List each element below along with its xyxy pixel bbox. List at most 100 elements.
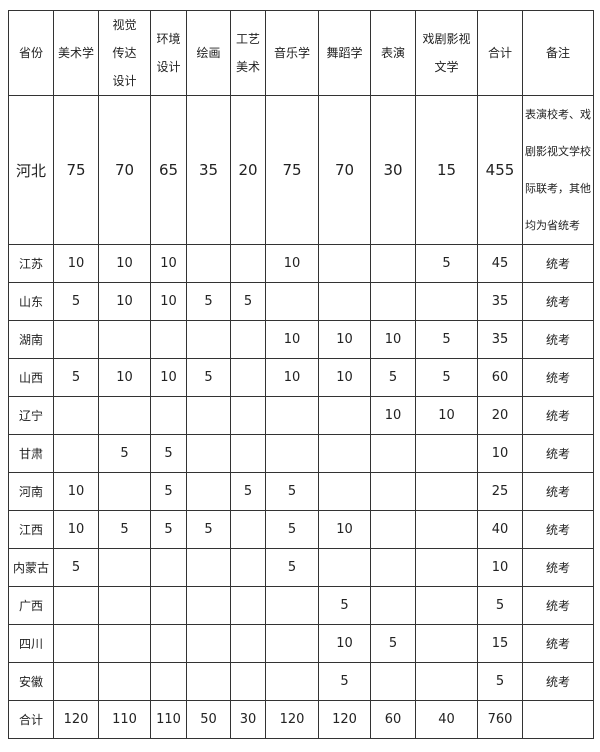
value-cell [98,662,151,701]
column-header-label: 视觉传达设计 [112,18,137,88]
value-cell: 5 [53,282,99,321]
value-cell: 70 [318,95,371,245]
remark-cell: 统考 [522,434,594,473]
table-row: 山西 5 10 10 5 10 10 5 5 60 统考 [8,358,594,397]
value-cell [265,586,319,625]
value-cell: 25 [477,472,523,511]
value-cell [186,434,231,473]
table-row: 湖南 10 10 10 5 35 统考 [8,320,594,359]
column-header-label: 备注 [545,46,570,60]
value-cell: 30 [370,95,416,245]
value-cell: 5 [186,358,231,397]
value-cell [370,548,416,587]
value-cell [415,548,478,587]
value-cell: 5 [415,244,478,283]
province-cell: 河南 [8,472,54,511]
province-cell: 河北 [8,95,54,245]
value-cell [230,244,266,283]
province-cell: 四川 [8,624,54,663]
table-row: 河北 75 70 65 35 20 75 70 30 15 455 表演校考、戏剧影视文学校际联考，其… [8,95,594,245]
value-cell: 10 [477,434,523,473]
value-cell [370,244,416,283]
value-cell [230,320,266,359]
value-cell [415,472,478,511]
value-cell: 75 [265,95,319,245]
value-cell: 120 [318,700,371,739]
table-row: 江苏 10 10 10 10 5 45 统考 [8,244,594,283]
column-header-label: 环境设计 [156,32,181,74]
quota-table: 省份 美术学 视觉传达设计 环境设计 绘画 工艺美术 音乐学 舞蹈学 表演 戏剧影视文学 合计 备注河… [8,10,594,739]
value-cell: 10 [98,244,151,283]
value-cell: 60 [370,700,416,739]
value-cell [53,624,99,663]
column-header: 绘画 [186,10,231,96]
column-header-label: 绘画 [196,46,221,60]
value-cell: 10 [370,320,416,359]
column-header: 合计 [477,10,523,96]
value-cell: 70 [98,95,151,245]
value-cell: 110 [150,700,187,739]
value-cell [230,396,266,435]
value-cell [415,662,478,701]
column-header-label: 美术学 [57,46,94,60]
value-cell [318,548,371,587]
value-cell: 10 [318,358,371,397]
value-cell: 5 [265,548,319,587]
value-cell [415,510,478,549]
value-cell [98,472,151,511]
column-header-label: 工艺美术 [235,32,260,74]
value-cell [370,586,416,625]
column-header-label: 舞蹈学 [326,46,363,60]
value-cell [415,624,478,663]
value-cell: 10 [150,282,187,321]
value-cell: 5 [98,434,151,473]
value-cell: 5 [265,472,319,511]
value-cell [98,548,151,587]
remark-cell: 统考 [522,662,594,701]
remark-cell: 统考 [522,624,594,663]
value-cell: 15 [415,95,478,245]
value-cell [53,434,99,473]
value-cell [370,282,416,321]
province-cell: 合计 [8,700,54,739]
value-cell: 10 [318,320,371,359]
value-cell: 45 [477,244,523,283]
value-cell: 5 [53,358,99,397]
value-cell [370,662,416,701]
value-cell [98,320,151,359]
value-cell: 40 [477,510,523,549]
value-cell [150,662,187,701]
value-cell [230,358,266,397]
value-cell: 60 [477,358,523,397]
value-cell [98,586,151,625]
table-row: 广西 5 5 统考 [8,586,594,625]
column-header-label: 音乐学 [273,46,310,60]
value-cell: 35 [477,282,523,321]
column-header: 环境设计 [150,10,187,96]
value-cell: 10 [415,396,478,435]
value-cell [230,586,266,625]
value-cell [318,434,371,473]
province-cell: 安徽 [8,662,54,701]
value-cell [230,662,266,701]
value-cell: 10 [265,358,319,397]
value-cell [53,586,99,625]
value-cell: 10 [477,548,523,587]
value-cell [415,586,478,625]
value-cell [230,548,266,587]
value-cell: 10 [98,282,151,321]
value-cell [318,282,371,321]
value-cell: 5 [150,434,187,473]
value-cell: 5 [150,472,187,511]
remark-cell: 统考 [522,320,594,359]
value-cell [150,320,187,359]
value-cell: 10 [150,244,187,283]
remark-cell: 统考 [522,396,594,435]
total-row: 合计 120 110 110 50 30 120 120 60 40 760 [8,700,594,739]
column-header: 音乐学 [265,10,319,96]
remark-cell: 统考 [522,510,594,549]
value-cell: 75 [53,95,99,245]
remark-cell: 统考 [522,586,594,625]
value-cell [150,586,187,625]
value-cell: 10 [53,472,99,511]
